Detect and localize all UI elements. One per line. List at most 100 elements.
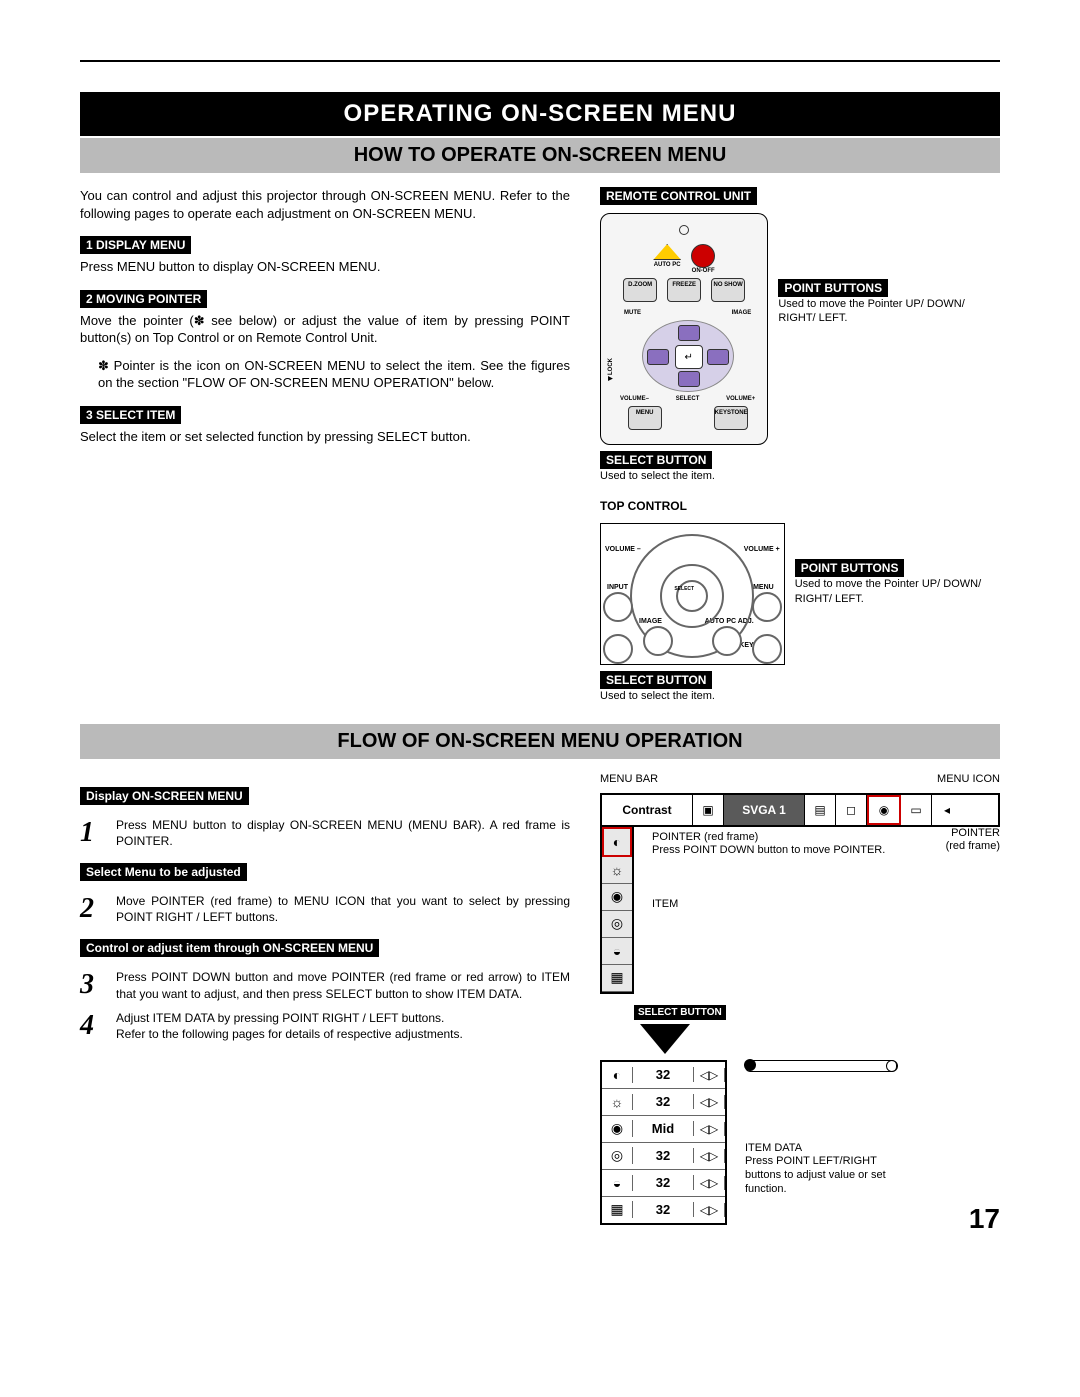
freeze-button: FREEZE <box>667 278 701 302</box>
d-adj-5: ◁▷ <box>694 1203 725 1217</box>
d-adj-1: ◁▷ <box>694 1095 725 1109</box>
right-column: REMOTE CONTROL UNIT AUTO PC ON-OFF <box>600 187 1000 704</box>
flow-t3: Press POINT DOWN button and move POINTER… <box>116 969 570 1001</box>
top-rule <box>80 60 1000 62</box>
tc-volm: VOLUME – <box>605 546 641 553</box>
step1-label: 1 DISPLAY MENU <box>80 236 191 254</box>
noshow-button: NO SHOW <box>711 278 745 302</box>
select-button-note: Used to select the item. <box>600 469 1000 483</box>
d-icon-2: ◉ <box>602 1120 633 1137</box>
page-title: OPERATING ON-SCREEN MENU <box>80 92 1000 136</box>
section-heading-1: HOW TO OPERATE ON-SCREEN MENU <box>80 138 1000 173</box>
autopc-label: AUTO PC <box>653 262 681 268</box>
remote-heading: REMOTE CONTROL UNIT <box>600 187 757 205</box>
d-icon-3: ◎ <box>602 1147 633 1164</box>
menu-icon-4: ▭ <box>901 795 932 825</box>
d-val-5: 32 <box>633 1202 694 1217</box>
d-val-2: Mid <box>633 1121 694 1136</box>
pointer2-sub: (red frame) <box>946 840 1000 852</box>
itemdata-note: Press POINT LEFT/RIGHT buttons to adjust… <box>745 1155 886 1195</box>
onoff-button <box>691 244 715 268</box>
vert-icons: ◐ ☼ ◉ ◎ ◒ ▦ <box>600 827 634 994</box>
vicon-color: ◉ <box>602 884 632 911</box>
step3-text: Select the item or set selected function… <box>80 428 570 446</box>
d-adj-2: ◁▷ <box>694 1122 725 1136</box>
dpad: ↵ <box>642 320 734 392</box>
d-val-1: 32 <box>633 1094 694 1109</box>
menubar-label: MENU BAR <box>600 773 658 785</box>
data-table: ◐ 32 ◁▷ ☼ 32 ◁▷ ◉ Mid ◁▷ ◎ <box>600 1060 727 1225</box>
flow-left: Display ON-SCREEN MENU 1 Press MENU butt… <box>80 773 570 1225</box>
tc-volp: VOLUME + <box>744 546 780 553</box>
point-up-button <box>678 325 700 341</box>
tc-autopc-btn <box>712 626 742 656</box>
menu-button: MENU <box>628 406 662 430</box>
select-button-label: SELECT BUTTON <box>600 451 712 469</box>
d-val-0: 32 <box>633 1067 694 1082</box>
d-icon-4: ◒ <box>602 1175 633 1191</box>
point-buttons-label: POINT BUTTONS <box>778 279 888 297</box>
vicon-tint: ◎ <box>602 911 632 938</box>
menu-contrast: Contrast <box>602 795 693 825</box>
itemdata-label: ITEM DATA <box>745 1142 802 1154</box>
flow-t4a: Adjust ITEM DATA by pressing POINT RIGHT… <box>116 1011 444 1025</box>
topcontrol-illustration: VOLUME – VOLUME + INPUT MENU IMAGE AUTO … <box>600 523 785 665</box>
d-adj-0: ◁▷ <box>694 1068 725 1082</box>
mute-label: MUTE <box>624 310 641 316</box>
menuicon-label: MENU ICON <box>937 773 1000 785</box>
keystone-button: KEYSTONE <box>714 406 748 430</box>
num-3: 3 <box>80 969 104 1001</box>
flow-t4: Adjust ITEM DATA by pressing POINT RIGHT… <box>116 1010 570 1042</box>
tc-menu-btn <box>752 592 782 622</box>
dzoom-button: D.ZOOM <box>623 278 657 302</box>
pointer2-label: POINTER <box>951 827 1000 839</box>
tc-select-label: SELECT BUTTON <box>600 671 712 689</box>
vicon-contrast: ◐ <box>602 827 632 857</box>
step2-note: ✽ Pointer is the icon on ON-SCREEN MENU … <box>80 357 570 392</box>
d-icon-5: ▦ <box>602 1201 633 1218</box>
tc-point-note: Used to move the Pointer UP/ DOWN/ RIGHT… <box>795 577 1000 606</box>
point-buttons-note: Used to move the Pointer UP/ DOWN/ RIGHT… <box>778 297 1000 326</box>
volp-label: VOLUME+ <box>726 396 755 402</box>
flow-t4b: Refer to the following pages for details… <box>116 1027 463 1041</box>
volm-label: VOLUME– <box>620 396 649 402</box>
menu-icon-1: ▣ <box>693 795 724 825</box>
vicon-bright: ☼ <box>602 857 632 884</box>
d-icon-0: ◐ <box>602 1067 633 1083</box>
step2-label: 2 MOVING POINTER <box>80 290 207 308</box>
item-label: ITEM <box>652 898 885 912</box>
point-left-button <box>647 349 669 365</box>
d-val-3: 32 <box>633 1148 694 1163</box>
tc-menu: MENU <box>753 584 774 591</box>
flow-h2: Select Menu to be adjusted <box>80 863 247 881</box>
pointer-note: Press POINT DOWN button to move POINTER. <box>652 844 885 856</box>
menu-icon-5: ◂ <box>932 795 962 825</box>
left-column: You can control and adjust this projecto… <box>80 187 570 704</box>
lock-label: ◀LOCK <box>607 358 614 382</box>
tc-select: SELECT <box>674 586 694 592</box>
point-down-button <box>678 371 700 387</box>
menu-svga: SVGA 1 <box>724 795 805 825</box>
select-label: SELECT <box>676 396 700 402</box>
num-2: 2 <box>80 893 104 925</box>
num-1: 1 <box>80 817 104 849</box>
select-arrow-icon <box>640 1024 690 1054</box>
d-adj-3: ◁▷ <box>694 1149 725 1163</box>
point-right-button <box>707 349 729 365</box>
topcontrol-heading: TOP CONTROL <box>600 497 693 515</box>
vicon-gamma: ▦ <box>602 965 632 992</box>
tc-zoom-btn <box>603 634 633 664</box>
d-val-4: 32 <box>633 1175 694 1190</box>
menu-icon-pointer: ◉ <box>867 795 901 825</box>
menu-icon-3: ◻ <box>836 795 867 825</box>
tc-keystone-btn <box>752 634 782 664</box>
d-icon-1: ☼ <box>602 1094 633 1110</box>
menu-icon-2: ▤ <box>805 795 836 825</box>
image-label: IMAGE <box>732 310 752 316</box>
d-adj-4: ◁▷ <box>694 1176 725 1190</box>
flow-right: MENU BAR MENU ICON Contrast ▣ SVGA 1 ▤ ◻… <box>600 773 1000 1225</box>
warning-icon <box>653 244 681 260</box>
step3-label: 3 SELECT ITEM <box>80 406 181 424</box>
page-number: 17 <box>969 1203 1000 1235</box>
flow-h3: Control or adjust item through ON-SCREEN… <box>80 939 379 957</box>
